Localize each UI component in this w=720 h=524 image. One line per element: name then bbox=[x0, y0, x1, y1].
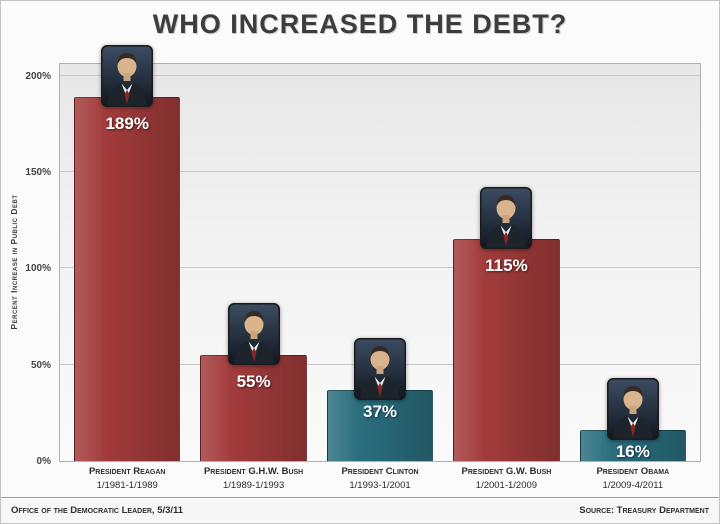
obama-portrait bbox=[606, 377, 660, 441]
bar-value-label: 55% bbox=[236, 372, 271, 391]
president-name: President G.W. Bush bbox=[461, 466, 552, 477]
y-tick-label: 100% bbox=[25, 263, 51, 275]
gridline bbox=[60, 170, 700, 172]
bar-value-label: 189% bbox=[105, 113, 149, 133]
president-name: President G.H.W. Bush bbox=[203, 466, 304, 477]
reagan-portrait bbox=[100, 43, 154, 108]
chart-title: WHO INCREASED THE DEBT? bbox=[152, 9, 568, 39]
y-tick-label: 200% bbox=[25, 70, 51, 82]
bar-reagan: 189% bbox=[74, 96, 181, 461]
x-axis-label: President G.H.W. Bush 1/1989-1/1993 bbox=[186, 465, 320, 494]
bar-group-reagan: 189% President Reagan 1/1981-1/1989 bbox=[74, 43, 181, 491]
president-term: 1/2001-1/2009 bbox=[475, 480, 538, 492]
y-axis-ticks: 0% 50% 100% 150% 200% bbox=[17, 63, 53, 468]
gw-bush-portrait bbox=[479, 186, 534, 251]
gridline bbox=[60, 74, 700, 76]
bar-group-obama: 16% President Obama 1/2009-4/2011 bbox=[579, 64, 687, 491]
president-term: 1/2009-4/2011 bbox=[602, 480, 664, 492]
bar-group-clinton: 37% President Clinton 1/1993-1/2001 bbox=[326, 64, 434, 491]
bar-group-ghw-bush: 55% President G.H.W. Bush 1/1989-1/1993 bbox=[200, 64, 307, 491]
bar-gw-bush: 115% bbox=[453, 239, 560, 461]
y-tick-label: 150% bbox=[25, 166, 51, 178]
president-name: President Reagan bbox=[88, 466, 166, 477]
ghw-bush-portrait bbox=[226, 302, 281, 366]
president-name: President Obama bbox=[596, 466, 670, 477]
bar-value-label: 37% bbox=[363, 401, 398, 421]
bars-container: 189% President Reagan 1/1981-1/1989 55% bbox=[60, 43, 700, 491]
president-term: 1/1989-1/1993 bbox=[222, 480, 285, 492]
footer: Office of the Democratic Leader, 5/3/11 … bbox=[1, 497, 719, 523]
president-term: 1/1981-1/1989 bbox=[96, 480, 158, 492]
bar-clinton: 37% bbox=[326, 389, 434, 461]
x-axis-label: President G.W. Bush 1/2001-1/2009 bbox=[439, 465, 573, 494]
gridline bbox=[60, 267, 700, 269]
bar-value-label: 115% bbox=[485, 256, 528, 276]
y-tick-label: 0% bbox=[36, 456, 51, 467]
bar-group-gw-bush: 115% President G.W. Bush 1/2001-1/2009 bbox=[453, 64, 560, 491]
bar-ghw-bush: 55% bbox=[200, 355, 307, 461]
x-axis-label: President Reagan 1/1981-1/1989 bbox=[60, 465, 194, 494]
x-axis-label: President Clinton 1/1993-1/2001 bbox=[313, 465, 447, 494]
plot-area: 189% President Reagan 1/1981-1/1989 55% bbox=[59, 43, 701, 491]
bar-value-label: 16% bbox=[615, 442, 650, 462]
footer-attribution: Office of the Democratic Leader, 5/3/11 bbox=[11, 505, 184, 516]
president-name: President Clinton bbox=[341, 466, 419, 477]
x-axis-label: President Obama 1/2009-4/2011 bbox=[566, 465, 700, 494]
president-term: 1/1993-1/2001 bbox=[349, 480, 411, 492]
clinton-portrait bbox=[353, 336, 407, 401]
y-tick-label: 50% bbox=[30, 359, 51, 371]
footer-source: Source: Treasury Department bbox=[579, 505, 709, 516]
